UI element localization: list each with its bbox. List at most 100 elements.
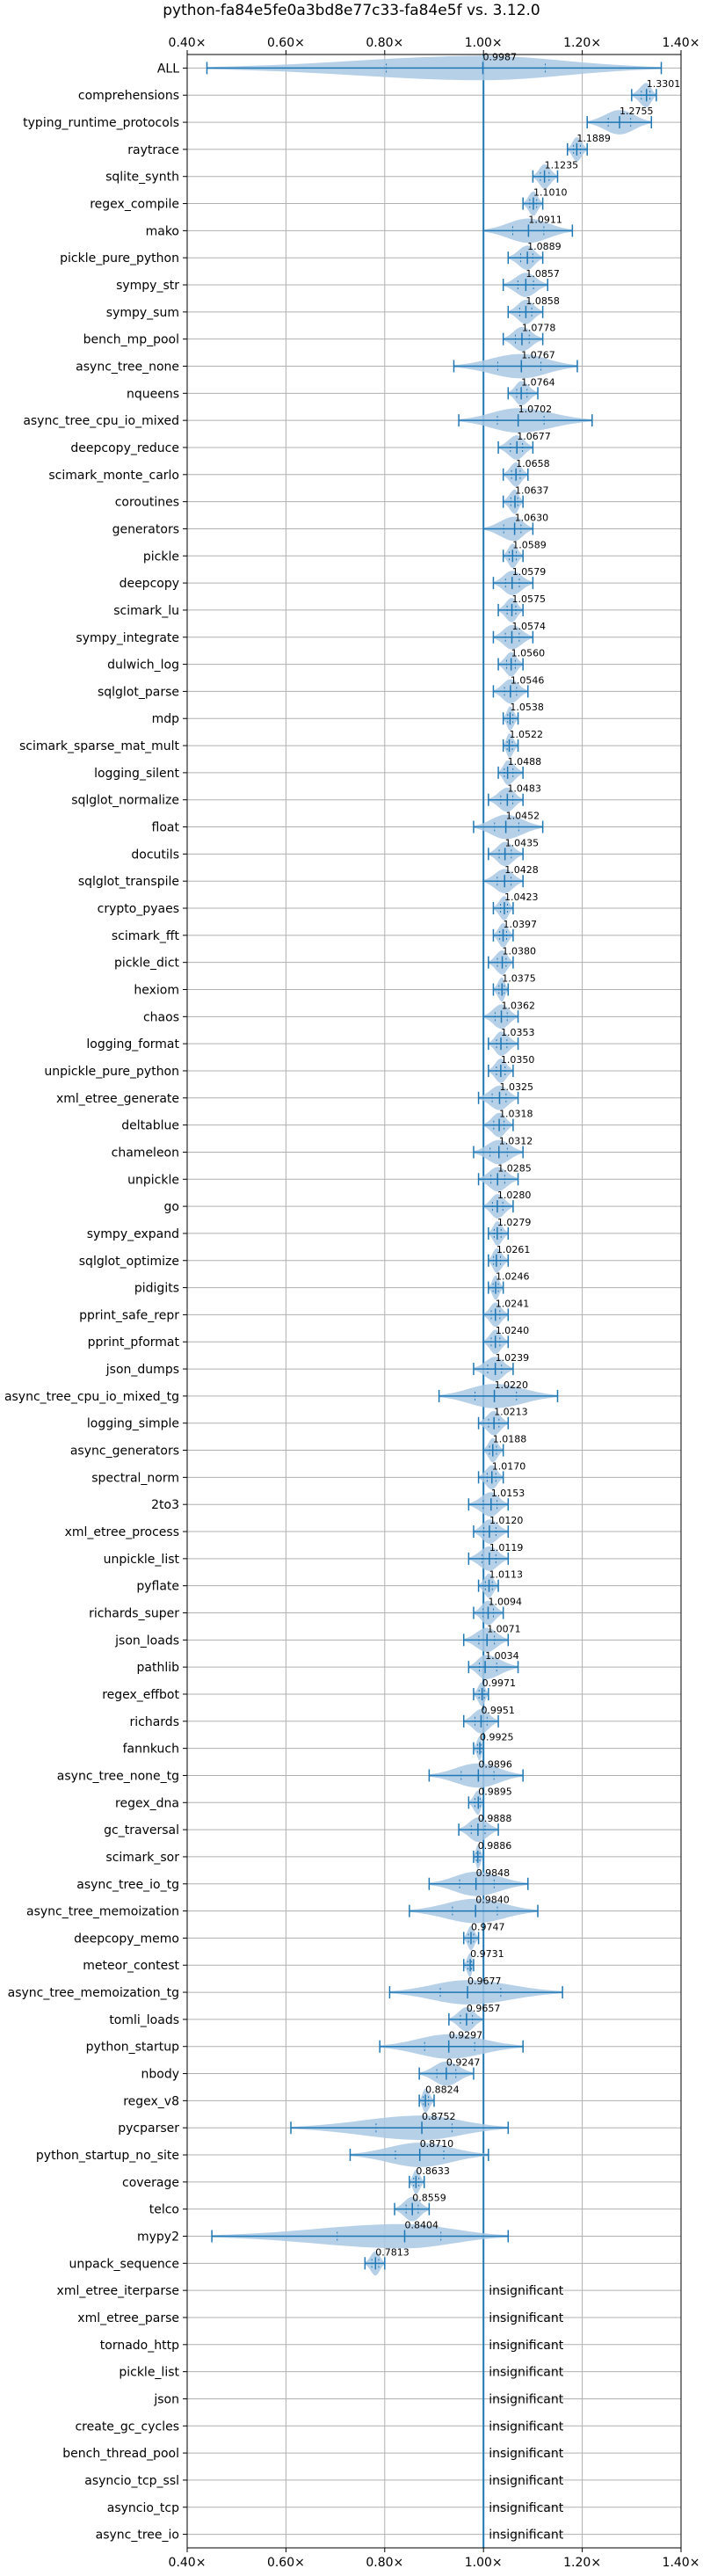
insignificant-label: insignificant	[489, 2501, 564, 2515]
median-value-label: 0.9731	[470, 1948, 504, 1960]
median-value-label: 1.0397	[504, 919, 538, 930]
median-value-label: 1.0677	[517, 431, 551, 442]
benchmark-label: pprint_safe_repr	[79, 1308, 179, 1322]
axes: 0.40× 0.40× 0.60× 0.60× 0.80× 0.80× 1.00× 1.00×…	[4, 36, 700, 2570]
benchmark-label: gc_traversal	[104, 1823, 179, 1837]
benchmark-label: ALL	[157, 62, 179, 76]
median-value-label: 0.9987	[482, 51, 517, 62]
benchmark-label: 2to3	[151, 1498, 179, 1512]
benchmark-label: nqueens	[127, 387, 179, 401]
median-value-label: 1.0280	[497, 1190, 532, 1201]
benchmark-label: richards	[130, 1715, 180, 1729]
benchmark-label: xml_etree_process	[65, 1525, 179, 1539]
benchmark-label: hexiom	[134, 984, 179, 998]
median-value-label: 0.8752	[422, 2111, 455, 2122]
median-value-label: 1.2755	[620, 106, 654, 117]
benchmark-label: crypto_pyaes	[98, 902, 179, 916]
benchmark-label: async_tree_none_tg	[57, 1769, 179, 1783]
median-value-label: 1.0575	[512, 593, 547, 605]
benchmark-label: spectral_norm	[91, 1471, 179, 1485]
median-value-label: 1.0560	[511, 648, 546, 659]
median-value-label: 0.9895	[478, 1786, 512, 1797]
benchmark-label: typing_runtime_protocols	[23, 116, 179, 130]
benchmark-label: json_dumps	[105, 1363, 179, 1377]
benchmark-label: async_tree_cpu_io_mixed	[23, 414, 179, 428]
benchmark-label: pycparser	[118, 2121, 179, 2136]
median-value-label: 1.0522	[510, 729, 544, 740]
benchmark-label: fannkuch	[123, 1743, 179, 1757]
median-value-label: 1.0285	[497, 1162, 532, 1174]
median-value-label: 0.9840	[475, 1895, 510, 1906]
benchmark-label: meteor_contest	[83, 1959, 179, 1973]
benchmark-label: async_tree_memoization_tg	[8, 1986, 179, 2000]
median-value-label: 0.8633	[416, 2165, 450, 2177]
benchmark-label: pickle_dict	[114, 957, 180, 971]
benchmark-label: sqlglot_transpile	[78, 875, 179, 889]
median-value-label: 1.0220	[495, 1379, 529, 1391]
benchmark-label: async_tree_io_tg	[76, 1878, 179, 1892]
benchmark-label: mdp	[152, 712, 180, 726]
benchmark-label: regex_dna	[115, 1796, 179, 1810]
top-tick-label: 1.00×	[465, 36, 503, 50]
benchmark-label: mako	[146, 224, 179, 238]
benchmark-label: sympy_expand	[87, 1227, 179, 1241]
top-tick-label: 1.40×	[663, 36, 700, 50]
median-value-label: 1.0120	[489, 1515, 524, 1526]
bottom-tick-label: 0.80×	[366, 2556, 403, 2570]
benchmark-label: pickle_pure_python	[60, 251, 179, 266]
median-value-label: 0.9925	[480, 1732, 514, 1743]
benchmark-label: comprehensions	[78, 89, 179, 103]
benchmark-label: logging_silent	[94, 767, 179, 781]
benchmark-label: mypy2	[137, 2230, 179, 2245]
benchmark-label: xml_etree_parse	[77, 2311, 179, 2325]
median-value-label: 1.0538	[510, 702, 544, 713]
top-tick-label: 0.40×	[169, 36, 207, 50]
median-value-label: 0.9297	[449, 2030, 483, 2041]
median-value-label: 1.1889	[576, 133, 611, 144]
median-value-label: 1.0483	[507, 783, 541, 795]
benchmark-label: sympy_sum	[106, 306, 179, 320]
benchmark-label: pidigits	[134, 1282, 179, 1296]
median-value-label: 1.0778	[522, 323, 556, 334]
bottom-tick-label: 1.00×	[465, 2556, 503, 2570]
median-value-label: 1.0702	[518, 404, 553, 415]
median-value-label: 1.0325	[499, 1081, 533, 1093]
benchmark-label: scimark_sor	[105, 1851, 179, 1865]
median-value-label: 1.0094	[488, 1597, 522, 1608]
median-value-label: 1.0113	[489, 1569, 524, 1581]
benchmark-label: create_gc_cycles	[75, 2420, 179, 2434]
median-value-label: 1.0589	[512, 539, 547, 550]
median-value-label: 0.9896	[478, 1758, 512, 1770]
benchmark-label: deepcopy_memo	[74, 1932, 179, 1946]
median-value-label: 1.0119	[489, 1542, 524, 1554]
benchmark-label: scimark_lu	[113, 604, 179, 618]
bottom-tick-label: 0.40×	[169, 2556, 207, 2570]
top-tick-label: 1.20×	[563, 36, 601, 50]
benchmark-label: unpickle_list	[104, 1553, 180, 1567]
insignificant-label: insignificant	[489, 2366, 564, 2380]
benchmark-label: coverage	[122, 2176, 179, 2190]
median-value-label: 1.0380	[503, 946, 537, 957]
benchmark-label: scimark_fft	[112, 929, 180, 943]
benchmark-label: float	[152, 821, 180, 835]
insignificant-label: insignificant	[489, 2284, 564, 2298]
benchmark-label: sqlglot_optimize	[79, 1255, 179, 1269]
median-value-label: 1.0350	[501, 1054, 535, 1066]
chart-title: python-fa84e5fe0a3bd8e77c33-fa84e5f vs. …	[163, 2, 540, 19]
median-value-label: 1.0318	[499, 1109, 533, 1120]
benchmark-label: chaos	[143, 1010, 179, 1024]
benchmark-label: pyflate	[136, 1580, 179, 1594]
benchmark-label: unpickle_pure_python	[44, 1065, 179, 1079]
benchmark-label: async_generators	[70, 1444, 179, 1459]
benchmark-label: scimark_sparse_mat_mult	[19, 739, 179, 753]
median-value-label: 1.0767	[521, 350, 555, 361]
insignificant-label: insignificant	[489, 2447, 564, 2461]
median-value-label: 1.0312	[499, 1135, 533, 1146]
benchmark-label: raytrace	[127, 143, 179, 157]
insignificant-label: insignificant	[489, 2529, 564, 2543]
benchmark-label: json_loads	[114, 1634, 179, 1648]
median-value-label: 1.3301	[647, 78, 681, 90]
benchmark-label: pathlib	[137, 1661, 180, 1675]
median-value-label: 0.9888	[478, 1813, 512, 1824]
